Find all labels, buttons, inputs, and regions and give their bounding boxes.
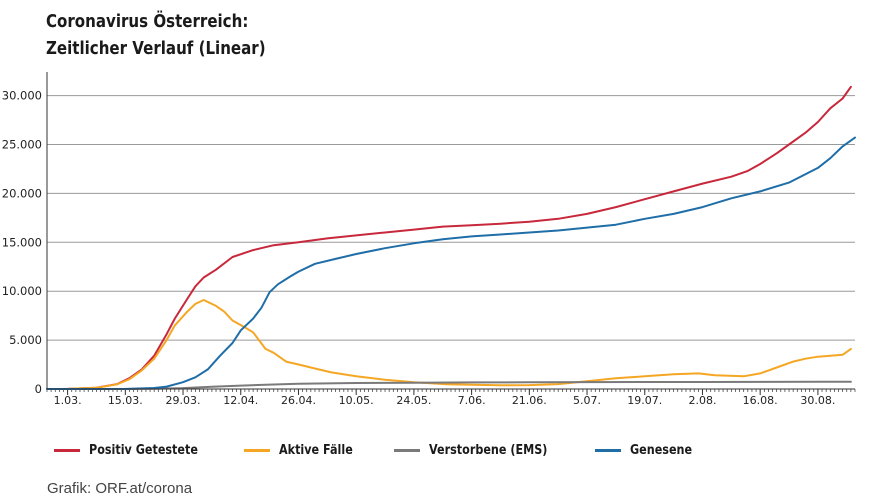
legend-swatch bbox=[595, 449, 622, 452]
y-tick-label: 25.000 bbox=[2, 137, 42, 151]
series-line-positiv-getestete bbox=[46, 85, 852, 390]
x-tick-label: 24.05. bbox=[396, 394, 431, 407]
x-tick-label: 21.06. bbox=[512, 394, 547, 407]
x-tick-label: 12.04. bbox=[223, 394, 258, 407]
chart-title-line-1: Coronavirus Österreich: bbox=[46, 12, 249, 32]
legend-swatch bbox=[243, 449, 270, 452]
legend-item: Verstorbene (EMS) bbox=[394, 443, 567, 458]
x-tick-label: 15.03. bbox=[108, 394, 143, 407]
x-tick-label: 19.07. bbox=[627, 394, 662, 407]
series-line-aktive-fälle bbox=[46, 299, 852, 390]
series-line-verstorbene-ems bbox=[46, 380, 852, 390]
chart-title-line-2: Zeitlicher Verlauf (Linear) bbox=[46, 39, 266, 59]
legend-item: Genesene bbox=[595, 443, 702, 458]
x-tick-label: 1.03. bbox=[54, 394, 82, 407]
legend-label: Genesene bbox=[630, 443, 693, 458]
legend-label: Verstorbene (EMS) bbox=[429, 443, 548, 458]
y-tick-label: 15.000 bbox=[2, 235, 42, 249]
source-credit: Grafik: ORF.at/corona bbox=[47, 480, 193, 497]
legend-swatch bbox=[394, 449, 421, 452]
y-tick-label: 5.000 bbox=[9, 333, 42, 347]
legend-label: Aktive Fälle bbox=[278, 443, 353, 458]
legend-item: Aktive Fälle bbox=[243, 443, 365, 458]
x-tick-label: 7.06. bbox=[458, 394, 486, 407]
chart-title: Coronavirus Österreich: Zeitlicher Verla… bbox=[46, 9, 266, 63]
legend-label: Positiv Getestete bbox=[89, 443, 198, 458]
legend-item: Positiv Getestete bbox=[54, 443, 216, 458]
x-tick-label: 2.08. bbox=[688, 394, 716, 407]
chart-legend: Positiv Getestete Aktive Fälle Verstorbene… bbox=[54, 443, 702, 458]
y-tick-label: 30.000 bbox=[2, 89, 42, 103]
x-tick-label: 30.08. bbox=[800, 394, 835, 407]
series-line-genesene bbox=[46, 136, 856, 390]
y-tick-label: 20.000 bbox=[2, 186, 42, 200]
y-tick-label: 10.000 bbox=[2, 284, 42, 298]
x-tick-label: 29.03. bbox=[166, 394, 201, 407]
x-tick-label: 10.05. bbox=[339, 394, 374, 407]
y-tick-label: 0 bbox=[35, 382, 42, 396]
x-tick-label: 16.08. bbox=[743, 394, 778, 407]
x-tick-label: 26.04. bbox=[281, 394, 316, 407]
legend-swatch bbox=[54, 449, 80, 452]
x-tick-label: 5.07. bbox=[573, 394, 601, 407]
